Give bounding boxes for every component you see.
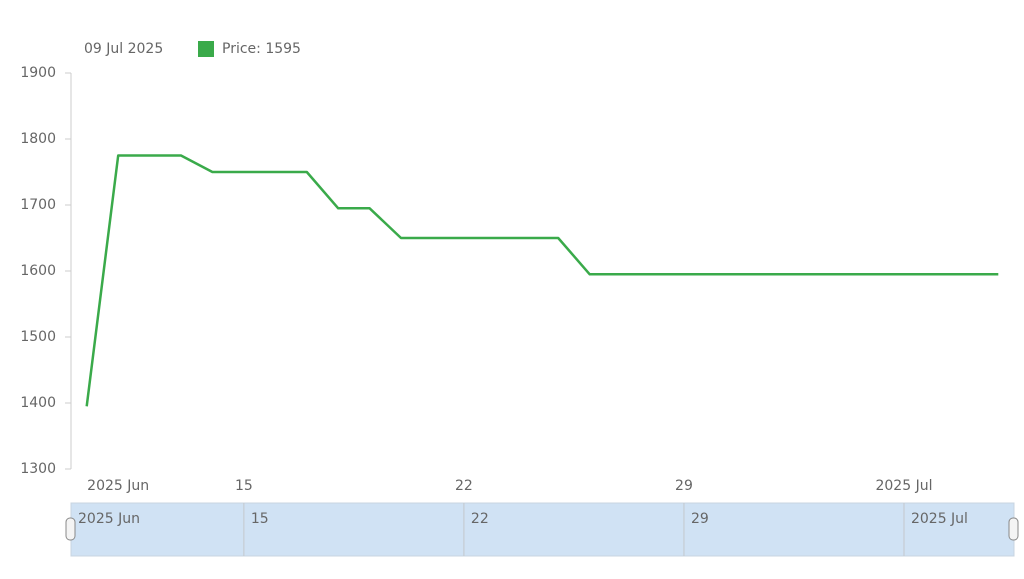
navigator-label: 22 xyxy=(471,511,489,527)
y-tick-label: 1600 xyxy=(20,263,56,279)
navigator-label: 2025 Jun xyxy=(78,511,140,527)
y-tick-label: 1300 xyxy=(20,461,56,477)
y-tick-label: 1700 xyxy=(20,197,56,213)
navigator-handle[interactable] xyxy=(1008,517,1019,541)
y-tick-label: 1500 xyxy=(20,329,56,345)
x-tick-label: 2025 Jun xyxy=(87,478,149,494)
x-tick-label: 2025 Jul xyxy=(875,478,932,494)
legend-label: Price: 1595 xyxy=(222,41,301,57)
price-line xyxy=(85,154,999,407)
navigator-label: 29 xyxy=(691,511,709,527)
navigator-label: 15 xyxy=(251,511,269,527)
y-tick-label: 1800 xyxy=(20,131,56,147)
legend-date: 09 Jul 2025 xyxy=(84,41,163,57)
x-tick-label: 29 xyxy=(675,478,693,494)
legend-swatch xyxy=(198,41,214,57)
y-tick-label: 1400 xyxy=(20,395,56,411)
x-tick-label: 22 xyxy=(455,478,473,494)
navigator xyxy=(70,502,1015,557)
navigator-handle[interactable] xyxy=(65,517,76,541)
x-tick-label: 15 xyxy=(235,478,253,494)
y-tick-label: 1900 xyxy=(20,65,56,81)
navigator-label: 2025 Jul xyxy=(911,511,968,527)
